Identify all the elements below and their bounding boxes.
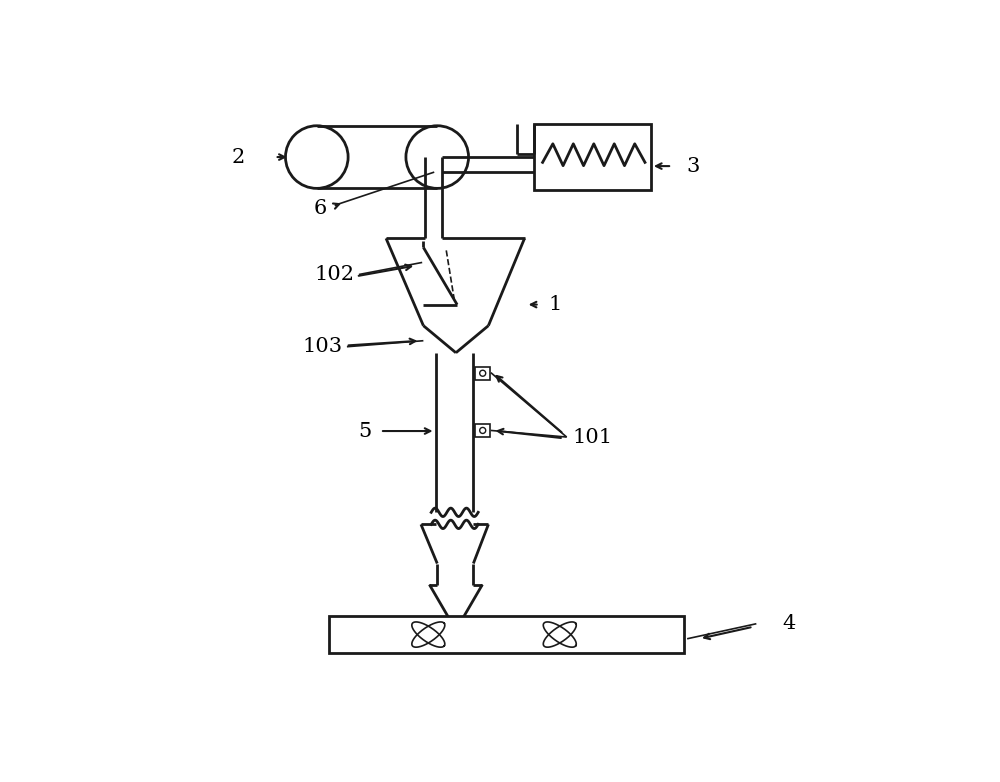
Circle shape — [285, 126, 348, 188]
Text: 1: 1 — [548, 295, 561, 314]
Text: 6: 6 — [313, 199, 326, 217]
Circle shape — [406, 126, 469, 188]
Text: 5: 5 — [358, 421, 372, 440]
Text: 102: 102 — [315, 265, 355, 284]
Text: 4: 4 — [783, 614, 796, 633]
Text: 2: 2 — [232, 148, 245, 167]
Text: 101: 101 — [573, 428, 613, 447]
Text: 3: 3 — [686, 156, 700, 176]
Text: 103: 103 — [303, 337, 343, 357]
Bar — [475, 424, 490, 437]
Bar — [475, 367, 490, 380]
Bar — [534, 124, 651, 190]
Bar — [329, 616, 684, 653]
